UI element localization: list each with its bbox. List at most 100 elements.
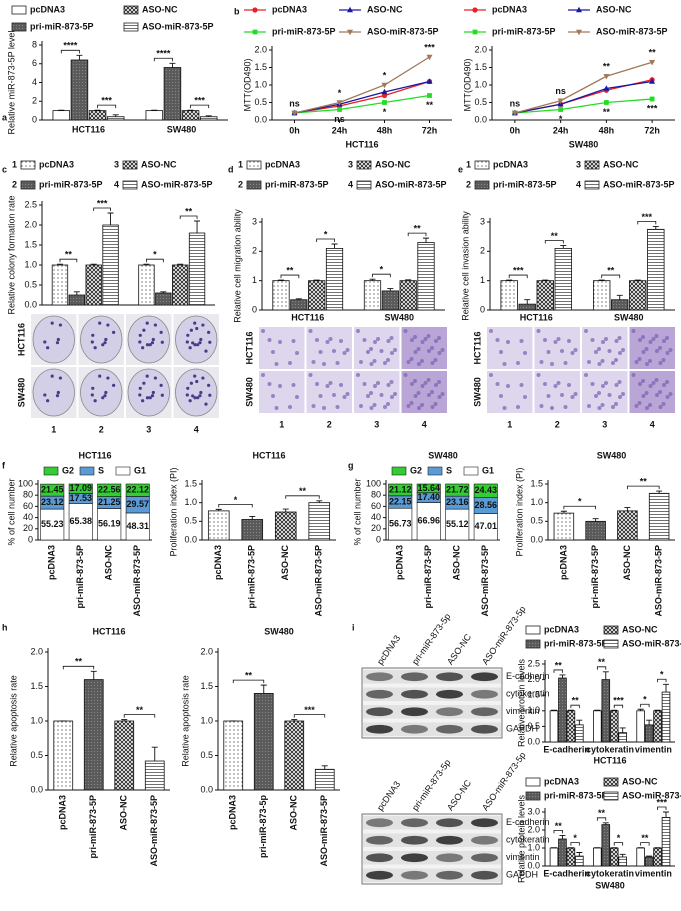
y-axis-label: Relative cell invasion ability <box>460 211 470 321</box>
colony <box>189 328 193 332</box>
legend-swatch <box>474 160 490 170</box>
error-bar <box>576 719 583 725</box>
legend-label: pcDNA3 <box>272 4 307 14</box>
colony <box>141 399 145 403</box>
cell <box>315 382 319 386</box>
cell <box>594 350 598 354</box>
legend-swatch <box>122 180 138 190</box>
x-tick-label: ASO-miR-873-5P <box>314 545 324 617</box>
colony <box>58 376 62 380</box>
legend-swatch <box>246 180 262 190</box>
y-axis-label: Proliferation index (PI) <box>168 467 178 556</box>
chart-title: SW480 <box>428 450 458 460</box>
value-label: 65.38 <box>69 516 92 526</box>
cell <box>410 382 414 386</box>
marker <box>557 98 564 104</box>
cell <box>335 405 340 409</box>
blot-band <box>366 689 393 699</box>
x-tick-label: ASO-NC <box>280 545 290 581</box>
value-label: 47.01 <box>474 521 497 531</box>
x-tick-label: ASO-miR-873-5P <box>132 545 142 617</box>
marker <box>336 100 343 106</box>
significance-bracket <box>657 678 667 683</box>
blot-band <box>366 870 393 880</box>
colony <box>148 343 152 347</box>
y-tick-label: 2 <box>252 246 257 256</box>
cell <box>573 392 578 396</box>
bar <box>85 264 102 306</box>
significance-bracket <box>570 842 580 846</box>
significance-bracket <box>146 258 164 263</box>
legend-label: ASO-NC <box>603 159 639 169</box>
colony <box>55 341 60 345</box>
cell <box>662 339 666 343</box>
cell <box>359 360 363 364</box>
y-tick-label: 1.0 <box>184 497 197 507</box>
bar-segment <box>416 483 441 494</box>
cell <box>658 346 662 350</box>
colony <box>193 343 197 347</box>
error-bar <box>619 727 626 733</box>
significance-label: * <box>234 495 238 505</box>
legend-label: pcDNA3 <box>544 624 579 634</box>
colony <box>91 333 95 337</box>
blot-band <box>366 853 393 863</box>
colony <box>142 328 146 332</box>
chart-title: HCT116 <box>78 450 111 460</box>
error-bar <box>215 508 222 511</box>
colony <box>93 346 97 350</box>
y-tick-label: 0 <box>28 534 33 544</box>
y-tick-label: 1.0 <box>200 715 213 725</box>
bar <box>553 512 575 541</box>
cell <box>516 361 520 365</box>
y-tick-label: 1.0 <box>30 715 43 725</box>
cell <box>430 346 434 350</box>
blot-band <box>401 707 428 717</box>
significance-label: * <box>643 695 647 705</box>
legend-label: pcDNA3 <box>493 159 528 169</box>
legend-swatch <box>463 466 479 476</box>
x-tick-label: ASO-NC <box>289 795 299 831</box>
cell <box>611 405 615 409</box>
legend-number: 4 <box>576 179 581 189</box>
legend-number: 2 <box>238 179 243 189</box>
legend-marker <box>347 6 353 13</box>
cell <box>430 390 434 394</box>
blot-row-label: GAPDH <box>506 724 538 734</box>
cell <box>423 381 428 385</box>
y-tick-label: 1.5 <box>200 681 213 691</box>
marker <box>511 110 518 117</box>
cell <box>536 329 541 333</box>
legend-number: 4 <box>114 179 119 189</box>
x-tick-label: HCT116 <box>291 312 324 322</box>
cell <box>376 337 380 341</box>
significance-label: * <box>380 265 384 275</box>
cell <box>315 338 319 342</box>
cell <box>288 361 292 365</box>
error-bar <box>282 508 289 512</box>
significance-label: ** <box>641 833 649 843</box>
bar-segment <box>97 483 122 497</box>
micrograph <box>487 327 533 369</box>
x-tick-label: pri-miR-873-5p <box>258 795 268 859</box>
blot-strip <box>363 722 501 736</box>
cell <box>570 395 575 399</box>
legend-swatch <box>79 466 95 476</box>
legend-swatch <box>246 160 262 170</box>
y-axis-label: % of cell number <box>352 478 362 545</box>
bar-segment <box>40 483 65 497</box>
error-bar <box>598 279 605 281</box>
legend-label: ASO-miR-873-5P <box>375 179 447 189</box>
marker <box>603 74 610 80</box>
significance-label: *** <box>194 96 205 106</box>
cell <box>369 406 374 410</box>
significance-label: *** <box>647 103 658 113</box>
cell <box>369 362 374 366</box>
cell <box>556 381 561 385</box>
colony <box>153 376 157 380</box>
cell <box>648 384 653 388</box>
micrograph <box>259 327 305 369</box>
significance-bracket <box>596 666 607 670</box>
y-tick-label: 1.5 <box>254 62 267 72</box>
cell <box>261 329 265 333</box>
